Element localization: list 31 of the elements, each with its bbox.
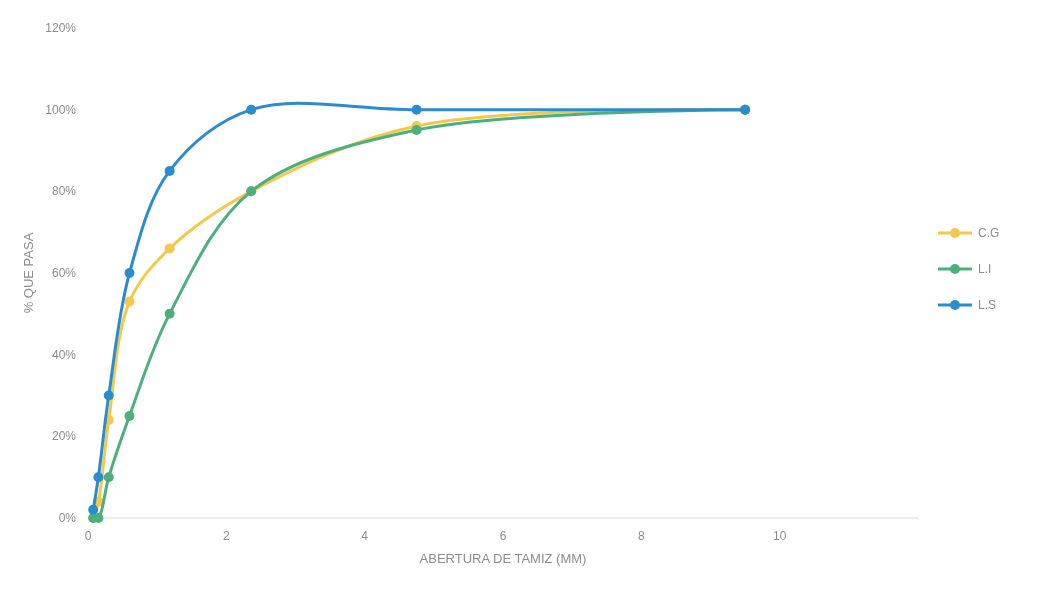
point: [411, 125, 422, 136]
x-tick-label: 2: [222, 529, 230, 543]
point: [124, 410, 135, 421]
x-tick-label: 8: [637, 529, 645, 543]
y-tick-label: 100%: [45, 102, 77, 117]
y-tick-label: 120%: [45, 21, 77, 35]
point: [88, 504, 99, 515]
y-tick-label: 20%: [51, 429, 77, 444]
y-tick-label: 0%: [58, 511, 77, 525]
x-tick-label: 4: [361, 529, 369, 543]
point: [164, 165, 175, 176]
legend-label: L.I: [978, 262, 992, 276]
y-tick-label: 60%: [51, 266, 77, 280]
point: [103, 390, 114, 401]
point: [124, 296, 135, 307]
legend-label: C.G: [978, 226, 1000, 240]
x-tick-label: 10: [772, 529, 787, 543]
x-tick-label: 0: [84, 529, 92, 543]
x-tick-label: 6: [499, 529, 507, 543]
point: [124, 268, 135, 278]
point: [411, 104, 422, 115]
point: [246, 104, 257, 115]
y-tick-label: 80%: [51, 184, 77, 199]
point: [164, 243, 175, 254]
x-axis-title: ABERTURA DE TAMIZ (MM): [419, 551, 587, 566]
point: [103, 472, 114, 483]
legend-label: L.S: [978, 298, 997, 312]
point: [93, 472, 104, 483]
point: [164, 308, 175, 319]
y-tick-label: 40%: [51, 347, 77, 362]
y-axis-title: % QUE PASA: [21, 232, 36, 314]
